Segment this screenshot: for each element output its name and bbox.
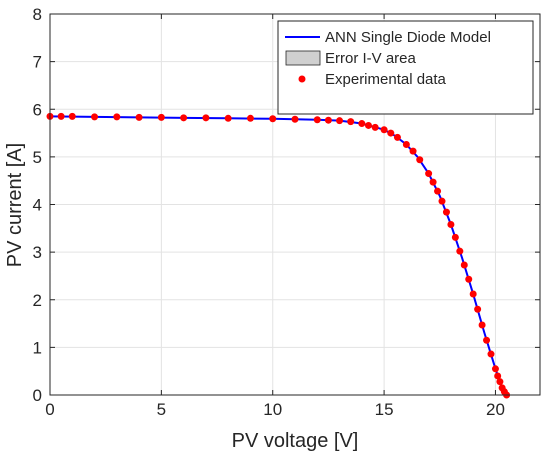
experimental-data-point — [336, 117, 344, 125]
experimental-data-point — [57, 112, 65, 120]
experimental-data-point — [438, 197, 446, 205]
y-axis-label: PV current [A] — [4, 143, 26, 268]
legend-box — [277, 20, 534, 115]
experimental-data-point — [447, 221, 455, 229]
experimental-data-point — [478, 321, 486, 329]
experimental-data-point — [487, 350, 495, 358]
axis-ticks: 0 5 10 15 20 0 1 2 3 4 5 6 7 8 — [33, 5, 540, 419]
experimental-data-point — [180, 114, 188, 122]
legend-label-error-area: Error I-V area — [325, 50, 417, 67]
legend-label-model: ANN Single Diode Model — [325, 29, 491, 46]
experimental-data-point — [451, 233, 459, 241]
experimental-data-point — [358, 120, 366, 128]
y-tick-label: 8 — [33, 5, 42, 24]
experimental-data-point — [474, 305, 482, 313]
experimental-data-point — [324, 116, 332, 124]
experimental-data-point — [68, 112, 76, 120]
experimental-data-point — [456, 247, 464, 255]
y-tick-label: 4 — [33, 196, 42, 215]
experimental-data-point — [425, 170, 433, 178]
experimental-data-point — [442, 208, 450, 216]
x-axis-label: PV voltage [V] — [232, 430, 359, 452]
experimental-data-point — [460, 261, 468, 269]
experimental-data-point — [416, 156, 424, 164]
y-tick-label: 2 — [33, 291, 42, 310]
experimental-data-point — [409, 147, 417, 155]
x-tick-label: 20 — [486, 400, 505, 419]
experimental-data-point — [494, 372, 502, 380]
experimental-data-point — [157, 113, 165, 121]
legend-label-experimental: Experimental data — [325, 71, 447, 88]
x-tick-label: 10 — [263, 400, 282, 419]
experimental-data-point — [465, 275, 473, 283]
experimental-data-point — [291, 115, 299, 123]
experimental-data-point — [496, 378, 504, 386]
legend-swatch-experimental-dot — [298, 75, 306, 83]
experimental-data-point — [113, 113, 121, 121]
experimental-data-point — [365, 121, 372, 129]
experimental-data-point — [313, 116, 321, 124]
y-tick-label: 7 — [33, 53, 42, 72]
experimental-data-point — [135, 113, 143, 121]
experimental-data-point — [269, 115, 277, 123]
y-tick-label: 5 — [33, 148, 42, 167]
experimental-data-point — [393, 133, 401, 141]
experimental-data-point — [202, 114, 210, 122]
y-tick-label: 6 — [33, 100, 42, 119]
experimental-data-point — [380, 126, 388, 134]
legend: ANN Single Diode Model Error I-V area Ex… — [277, 20, 534, 115]
experimental-data-point — [469, 290, 477, 298]
experimental-data-point — [483, 336, 491, 344]
x-tick-label: 15 — [375, 400, 394, 419]
experimental-data-point — [402, 140, 410, 148]
experimental-data-point — [246, 114, 254, 122]
experimental-data-point — [491, 365, 499, 373]
legend-swatch-error-area — [285, 50, 321, 66]
experimental-data-point — [347, 118, 355, 126]
y-tick-label: 3 — [33, 243, 42, 262]
y-tick-label: 0 — [33, 386, 42, 405]
experimental-data-point — [387, 129, 395, 137]
experimental-data-point — [91, 113, 99, 121]
experimental-data-point — [371, 123, 379, 131]
x-tick-label: 5 — [157, 400, 166, 419]
experimental-data-point — [224, 114, 232, 122]
x-tick-label: 0 — [45, 400, 54, 419]
experimental-data-point — [434, 187, 442, 195]
experimental-data-point — [429, 178, 437, 186]
y-tick-label: 1 — [33, 338, 42, 357]
